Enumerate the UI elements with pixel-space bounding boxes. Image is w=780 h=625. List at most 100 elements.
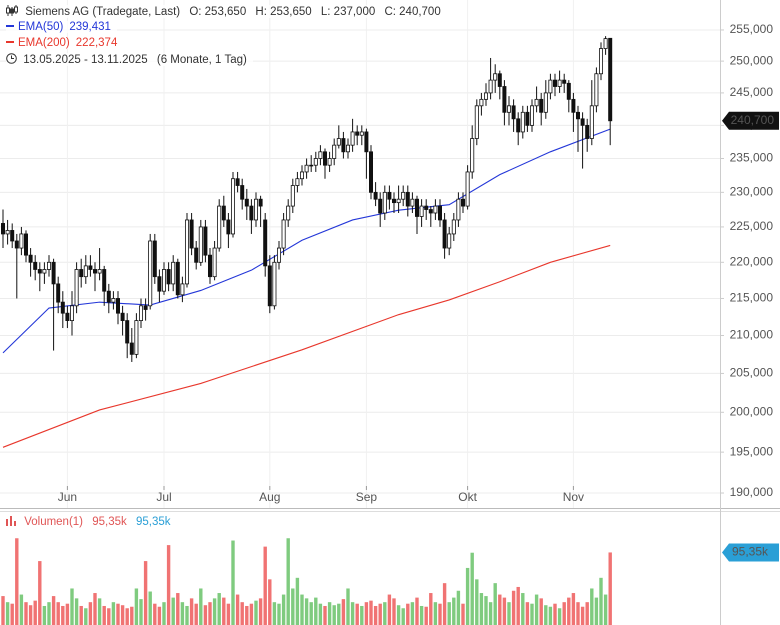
volume-bar [442, 583, 447, 625]
candle-body [442, 219, 447, 249]
x-tick-label: Okt [458, 490, 477, 504]
volume-bar [97, 598, 102, 625]
candle-body [525, 111, 530, 126]
candle-body [194, 247, 199, 263]
candle-body [391, 198, 396, 204]
candle-body [304, 164, 309, 173]
volume-bar [176, 593, 180, 625]
volume-bar [608, 552, 612, 625]
volume-bar [461, 603, 465, 625]
volume-bar [107, 608, 111, 625]
candle-body [240, 185, 245, 200]
volume-bar [406, 603, 410, 625]
volume-bar [291, 588, 295, 625]
volume-bar [378, 603, 382, 625]
volume-bar [166, 545, 171, 625]
candle-body [534, 98, 539, 107]
volume-bar [171, 597, 175, 625]
volume-bar [424, 606, 428, 625]
volume-bar [304, 598, 309, 625]
candle-body [483, 92, 488, 100]
volume-bar [318, 603, 323, 625]
candle-body [530, 105, 535, 126]
candle-body [79, 269, 84, 278]
volume-bar [19, 594, 24, 625]
volume-bar [438, 603, 442, 625]
candle-body [576, 111, 581, 120]
volume-bar [268, 579, 272, 625]
legend-swatch [6, 41, 14, 43]
volume-bar [580, 606, 585, 625]
volume-bar [479, 593, 484, 625]
volume-tag [722, 543, 779, 562]
candle-body [497, 73, 502, 87]
candle-body [37, 269, 42, 274]
candle-body [125, 320, 130, 344]
candle-body [414, 198, 419, 217]
legend-name: EMA(50) [18, 21, 64, 33]
volume-bar [226, 603, 231, 625]
volume-bar [189, 598, 194, 625]
volume-bar [585, 602, 589, 625]
candle-body [553, 79, 558, 87]
y-tick-label: 235,000 [730, 151, 774, 165]
candle-body [42, 269, 47, 274]
volume-bar [539, 598, 543, 625]
volume-bar [249, 603, 254, 625]
y-tick-label: 200,000 [730, 404, 774, 418]
candle-body [23, 233, 28, 256]
y-tick-label: 255,000 [730, 22, 774, 36]
volume-bar [24, 602, 28, 625]
candle-body [226, 219, 231, 235]
volume-bar [314, 597, 318, 625]
candle-body [281, 219, 286, 249]
legend-value: 222,374 [75, 37, 118, 49]
volume-bar [143, 561, 148, 625]
candle-body [111, 298, 116, 303]
candle-body [161, 269, 166, 292]
volume-bar [599, 577, 603, 625]
volume-bar [383, 602, 387, 625]
candle-body [10, 230, 15, 242]
volume-bar [498, 594, 502, 625]
candle-body [19, 233, 24, 249]
volume-bar [157, 606, 162, 625]
candle-body [295, 178, 300, 186]
volume-bar [346, 588, 350, 625]
volume-bar [415, 597, 419, 625]
candle-body [364, 131, 369, 153]
y-tick-label: 225,000 [730, 219, 774, 233]
volume-name: Volumen(1) [24, 516, 84, 528]
candle-body [345, 144, 350, 153]
volume-bar [130, 606, 134, 625]
candle-body [410, 198, 415, 207]
candle-icon [6, 5, 18, 16]
candle-body [322, 151, 327, 166]
legend-value: 239,431 [69, 21, 111, 33]
volume-bar [148, 591, 152, 625]
candle-body [189, 219, 194, 249]
volume-value: 95,35k [92, 516, 127, 528]
candle-body [171, 261, 176, 285]
candle-body [47, 261, 52, 270]
volume-bar [562, 602, 566, 625]
candle-body [116, 298, 121, 314]
volume-bar [84, 608, 88, 625]
date-range: 13.05.2025 - 13.11.2025 [23, 54, 148, 66]
candle-body [217, 205, 222, 249]
volume-bar [235, 594, 240, 625]
volume-bar [530, 603, 534, 625]
candle-body [378, 198, 383, 214]
candle-body [0, 223, 6, 235]
candle-body [276, 247, 281, 263]
volume-bar [93, 593, 97, 625]
candle-body [603, 38, 608, 49]
volume-bar [337, 603, 341, 625]
y-tick-label: 215,000 [730, 291, 774, 305]
volume-bar [258, 598, 263, 625]
volume-bar [51, 596, 56, 625]
volume-bar [28, 605, 33, 625]
volume-bar [392, 598, 396, 625]
candle-body [355, 131, 360, 136]
